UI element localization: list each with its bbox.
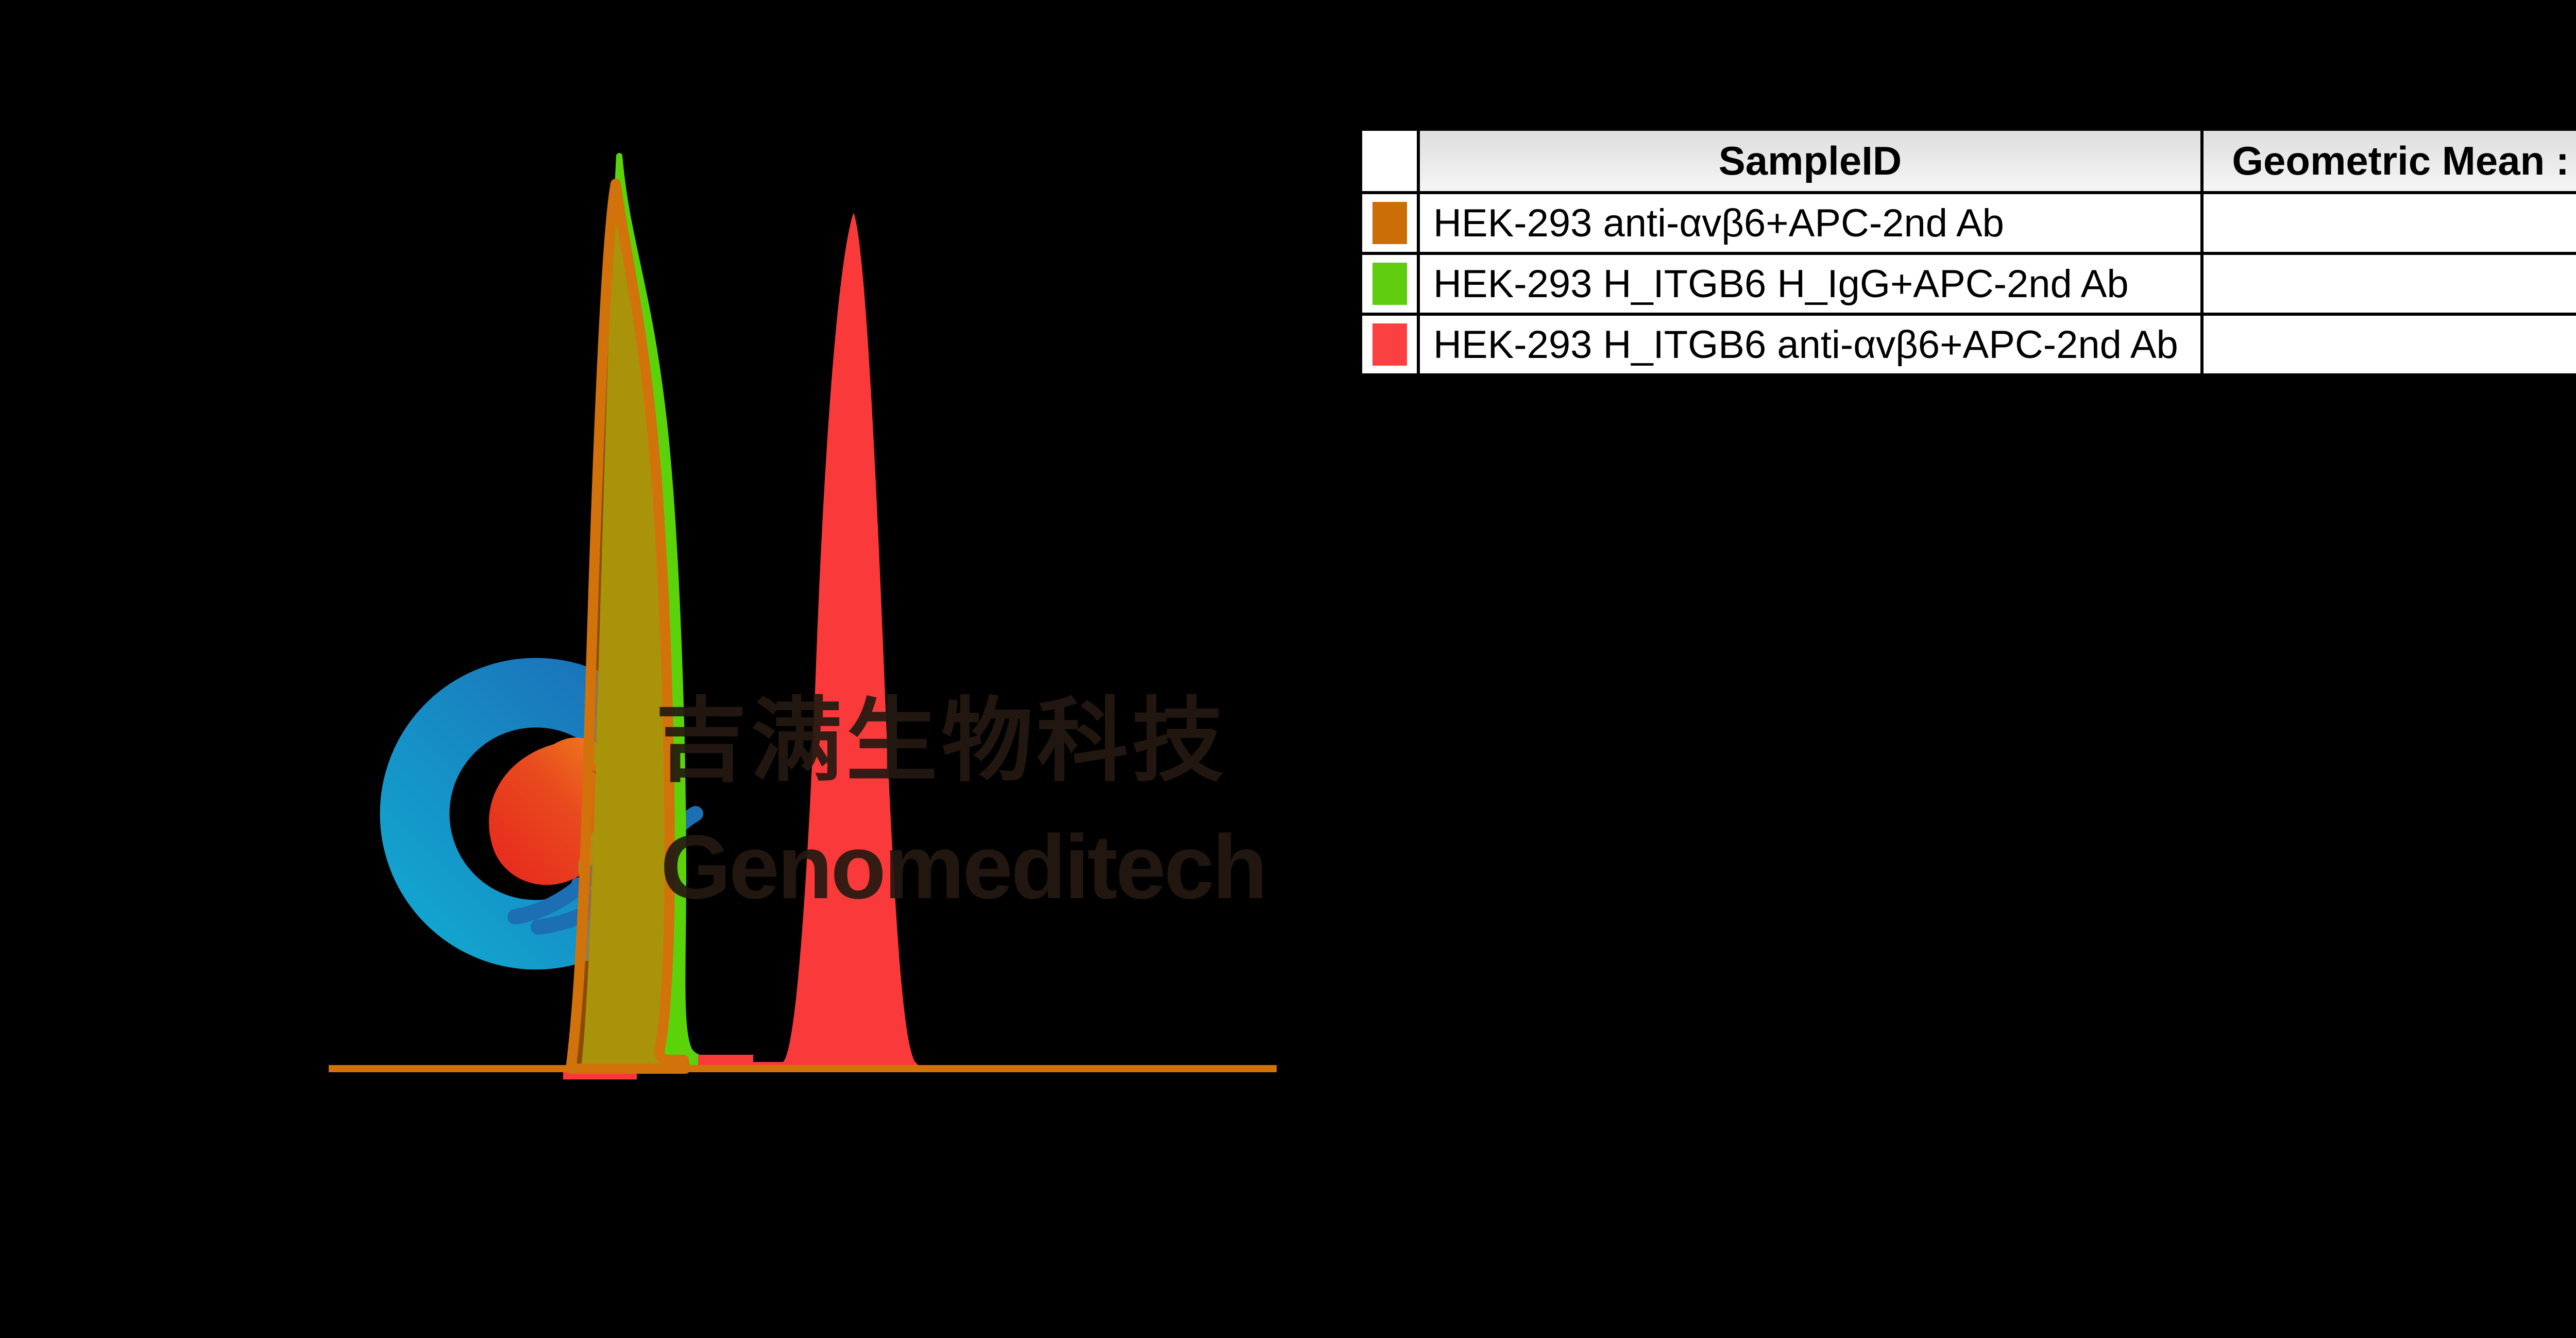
swatch-cell <box>1359 252 1420 316</box>
swatch-cell <box>1359 313 1420 376</box>
table-row: HEK-293 H_ITGB6 H_IgG+APC-2nd Ab 1191 <box>1359 252 2576 316</box>
x-axis-baseline <box>329 1065 1277 1072</box>
swatch-column-header <box>1359 128 1420 194</box>
geometric-mean-cell: 1191 <box>2200 252 2576 316</box>
sample-id-cell: HEK-293 H_ITGB6 anti-αvβ6+APC-2nd Ab <box>1417 313 2204 376</box>
geometric-mean-cell: 1058 <box>2200 191 2576 255</box>
series-color-swatch <box>1372 202 1407 244</box>
stats-table-header-row: SampleID Geometric Mean : FL11-H <box>1359 128 2576 194</box>
histogram-overlay <box>329 153 1277 1079</box>
sample-id-column-header: SampleID <box>1417 128 2204 194</box>
sample-id-cell: HEK-293 anti-αvβ6+APC-2nd Ab <box>1417 191 2204 255</box>
watermark-chinese-name: 吉满生物科技 <box>655 688 1227 794</box>
stats-table: SampleID Geometric Mean : FL11-H HEK-293… <box>1359 128 2576 376</box>
watermark-english-name: Genomeditech <box>660 817 1267 918</box>
series-color-swatch <box>1372 323 1407 366</box>
geometric-mean-cell: 173051 <box>2200 313 2576 376</box>
table-row: HEK-293 H_ITGB6 anti-αvβ6+APC-2nd Ab 173… <box>1359 313 2576 376</box>
series-orange-histogram <box>566 179 690 1074</box>
swatch-cell <box>1359 191 1420 255</box>
table-row: HEK-293 anti-αvβ6+APC-2nd Ab 1058 <box>1359 191 2576 255</box>
series-color-swatch <box>1372 263 1407 305</box>
geometric-mean-column-header: Geometric Mean : FL11-H <box>2200 128 2576 194</box>
logo-blue-swirl <box>380 658 692 970</box>
sample-id-cell: HEK-293 H_ITGB6 H_IgG+APC-2nd Ab <box>1417 252 2204 316</box>
